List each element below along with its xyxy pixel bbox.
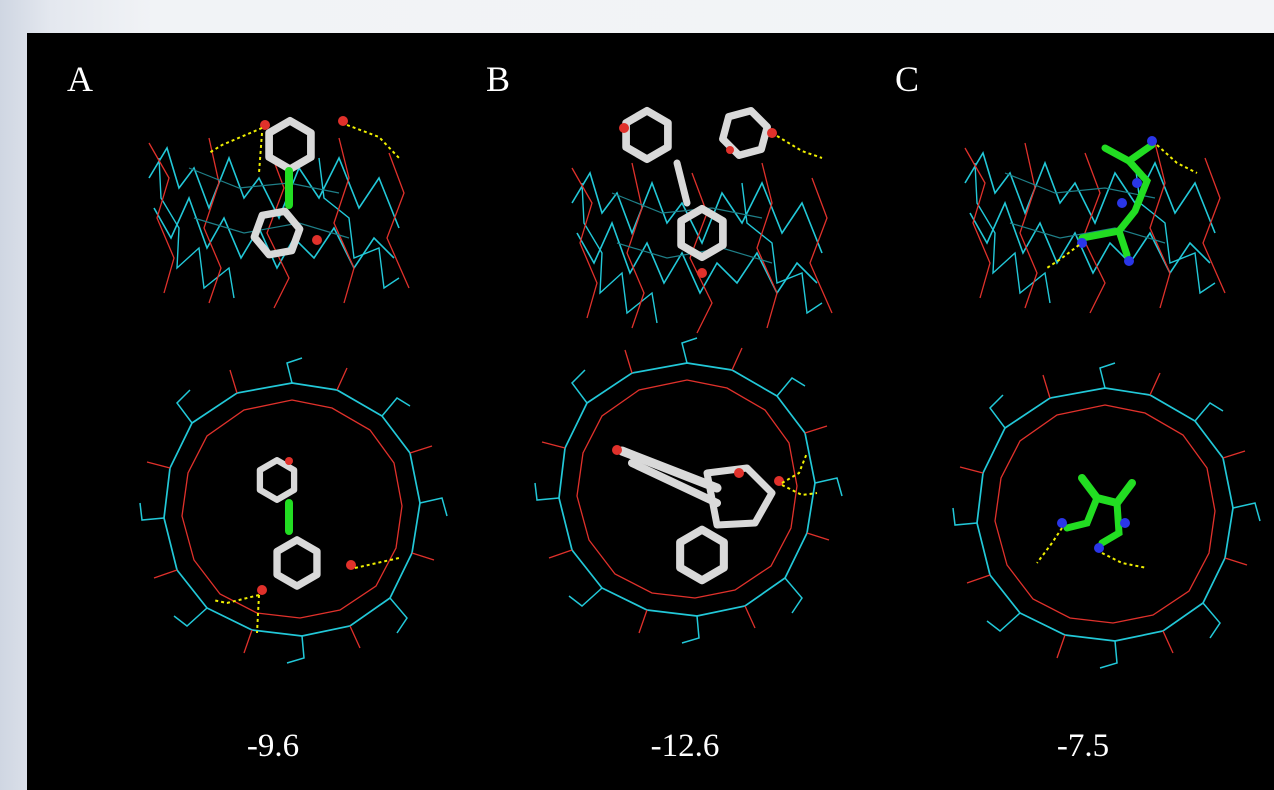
panel-c-side-view bbox=[964, 136, 1226, 314]
panel-c-top-view bbox=[952, 362, 1261, 669]
binding-energy-c: -7.5 bbox=[1056, 728, 1110, 764]
panel-label-a: A bbox=[67, 59, 93, 99]
binding-energy-a: -9.6 bbox=[246, 728, 300, 764]
binding-energy-b: -12.6 bbox=[650, 728, 720, 764]
figure-panel: A B C -9.6 -12.6 -7.5 bbox=[27, 33, 1274, 790]
panel-b-side-view bbox=[571, 106, 833, 334]
panel-a-side-view bbox=[148, 116, 410, 309]
panel-b-top-view bbox=[534, 337, 843, 644]
panel-label-b: B bbox=[486, 59, 511, 99]
panel-label-c: C bbox=[895, 59, 920, 99]
molecular-structures bbox=[139, 33, 1261, 669]
panel-a-top-view bbox=[139, 357, 448, 664]
